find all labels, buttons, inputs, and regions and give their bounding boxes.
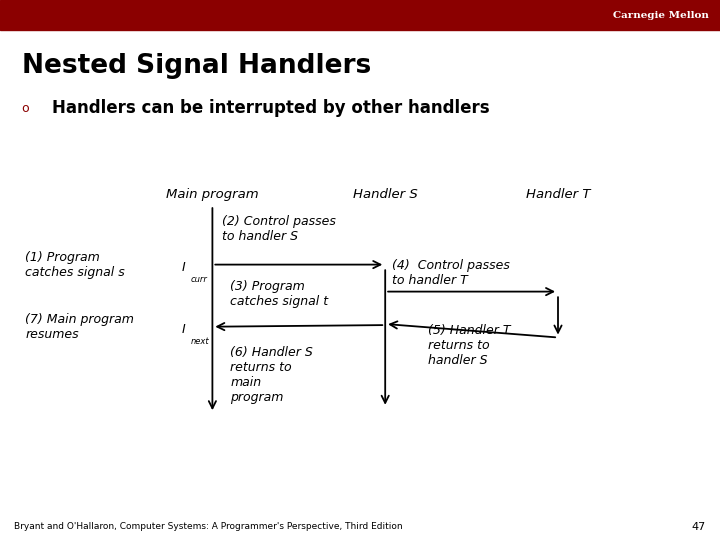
Text: curr: curr bbox=[191, 275, 207, 284]
Text: Handler T: Handler T bbox=[526, 188, 590, 201]
Text: o: o bbox=[22, 102, 30, 114]
Text: 47: 47 bbox=[691, 522, 706, 531]
Text: (3) Program
catches signal t: (3) Program catches signal t bbox=[230, 280, 328, 308]
Text: Main program: Main program bbox=[166, 188, 258, 201]
Text: $I$: $I$ bbox=[181, 261, 186, 274]
Text: (7) Main program
resumes: (7) Main program resumes bbox=[25, 313, 134, 341]
Text: (1) Program
catches signal s: (1) Program catches signal s bbox=[25, 251, 125, 279]
Text: Handler S: Handler S bbox=[353, 188, 418, 201]
Text: (4)  Control passes
to handler T: (4) Control passes to handler T bbox=[392, 259, 510, 287]
Text: Carnegie Mellon: Carnegie Mellon bbox=[613, 11, 709, 20]
Text: Bryant and O'Hallaron, Computer Systems: A Programmer's Perspective, Third Editi: Bryant and O'Hallaron, Computer Systems:… bbox=[14, 522, 403, 531]
Text: (5) Handler T
returns to
handler S: (5) Handler T returns to handler S bbox=[428, 324, 511, 367]
Text: (6) Handler S
returns to
main
program: (6) Handler S returns to main program bbox=[230, 346, 313, 404]
Bar bbox=[0, 0, 720, 30]
Text: (2) Control passes
to handler S: (2) Control passes to handler S bbox=[222, 215, 336, 244]
Text: next: next bbox=[191, 337, 210, 346]
Text: Nested Signal Handlers: Nested Signal Handlers bbox=[22, 53, 371, 79]
Text: $I$: $I$ bbox=[181, 323, 186, 336]
Text: Handlers can be interrupted by other handlers: Handlers can be interrupted by other han… bbox=[52, 99, 490, 117]
